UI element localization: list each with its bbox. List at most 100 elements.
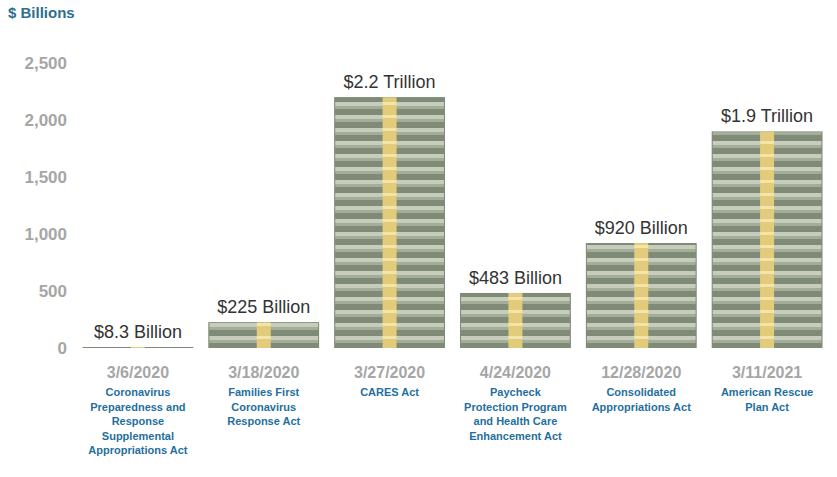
y-tick [71,291,75,292]
bill-layer [712,192,823,205]
money-band-edge [760,219,774,222]
bars [83,75,823,348]
y-tick-label: 1,000 [24,225,67,244]
money-band-edge [383,232,397,235]
act-name-line: Appropriations Act [592,401,692,413]
money-band-edge [383,115,397,118]
money-band [383,309,397,322]
bill-layer [334,101,445,114]
money-band [634,243,648,244]
act-name-line: Preparedness and [90,401,185,413]
bill-layers [586,243,697,348]
bar [712,131,823,348]
money-band-edge [634,245,648,248]
money-band [383,101,397,114]
money-band-edge [383,128,397,131]
money-band-edge [760,193,774,196]
act-name-line: Protection Program [464,401,567,413]
act-name-line: Response [112,415,165,427]
money-band [508,309,522,322]
bill-layer [334,153,445,166]
money-band [383,335,397,348]
money-band-edge [383,167,397,170]
money-band [634,296,648,309]
money-band [383,127,397,140]
act-name: PaycheckProtection Programand Health Car… [464,386,567,442]
bill-layer [712,140,823,153]
money-band [760,166,774,179]
money-band [760,309,774,322]
act-name-line: Coronavirus [231,401,296,413]
money-band [383,114,397,127]
act-name-line: Coronavirus [106,386,171,398]
act-name: ConsolidatedAppropriations Act [592,386,692,413]
bill-layer [334,283,445,296]
data-label: $1.9 Trillion [721,106,813,126]
money-band-edge [383,180,397,183]
money-band [760,244,774,257]
bill-layer [334,192,445,205]
bar [586,243,697,348]
bill-layer [334,166,445,179]
money-band-edge [634,297,648,300]
money-band [634,270,648,283]
money-band-edge [760,271,774,274]
money-band [383,192,397,205]
act-name-line: Appropriations Act [88,444,188,456]
money-band-edge [760,180,774,183]
bar-group [586,218,697,348]
bill-layer [460,309,571,322]
money-band-edge [634,310,648,313]
act-name-line: Enhancement Act [469,430,562,442]
data-label: $920 Billion [595,218,688,238]
money-band [383,140,397,153]
bill-layer [586,243,697,244]
bill-layer [586,309,697,322]
bill-layer [586,335,697,348]
bill-layer [460,335,571,348]
money-band [760,192,774,205]
act-name-line: Plan Act [745,401,789,413]
money-band [383,270,397,283]
bill-layer [712,283,823,296]
act-name-line: American Rescue [721,386,813,398]
money-band-edge [383,297,397,300]
y-tick [71,120,75,121]
money-band-edge [760,336,774,339]
money-band-edge [760,167,774,170]
bar [460,293,571,348]
money-band-edge [760,154,774,157]
money-band-edge [257,336,271,339]
bill-layer [712,244,823,257]
money-band-edge [760,310,774,313]
money-band [760,140,774,153]
y-tick [71,348,75,349]
y-tick-label: 0 [58,339,67,358]
money-band-edge [383,336,397,339]
money-band-edge [634,258,648,261]
y-tick [71,63,75,64]
bill-layer [712,153,823,166]
bill-layer [83,347,194,348]
data-label: $2.2 Trillion [344,72,436,92]
money-band [760,131,774,140]
bill-layer [334,257,445,270]
money-band-edge [760,232,774,235]
money-band-edge [383,154,397,157]
money-band-edge [383,258,397,261]
x-tick-label: 4/24/2020 [480,364,551,381]
money-band [634,244,648,257]
bar-group [712,114,823,348]
money-band-edge [760,297,774,300]
money-band [760,335,774,348]
money-band [383,244,397,257]
bill-layer [334,218,445,231]
bill-layer [712,218,823,231]
money-band [383,296,397,309]
bill-layer [334,179,445,192]
bill-layer [712,257,823,270]
money-band-edge [383,193,397,196]
money-band [634,335,648,348]
bill-layer [712,179,823,192]
y-tick-label: 2,500 [24,54,67,73]
